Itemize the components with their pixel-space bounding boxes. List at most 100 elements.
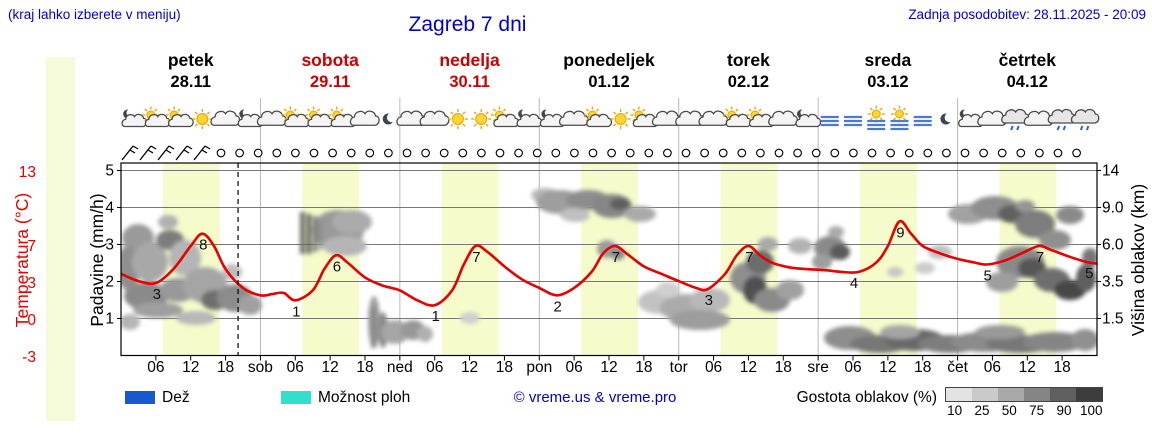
density-swatch — [946, 388, 972, 401]
cloud-density-ticks: 10 25 50 75 90 100 — [941, 403, 1105, 418]
x-tick-label: 06 — [147, 359, 164, 376]
cloud-density-label: Gostota oblakov (%) — [796, 389, 937, 406]
x-tick-label: ned — [387, 359, 413, 376]
moon-cloud-icon — [121, 108, 148, 128]
calm-wind-icon — [384, 148, 393, 158]
x-tick-label: pon — [526, 359, 552, 376]
calm-wind-icon — [756, 148, 765, 158]
sun-cloud-icon — [142, 106, 171, 128]
daylight-band — [859, 163, 917, 356]
density-swatch — [998, 388, 1024, 401]
sun-fog-icon — [867, 105, 886, 131]
calm-wind-icon — [439, 148, 449, 158]
calm-wind-icon — [625, 148, 635, 158]
calm-wind-icon — [328, 148, 337, 158]
x-tick-label: 06 — [984, 359, 1001, 376]
wind-barb-icon — [121, 145, 139, 161]
x-tick-label: 12 — [461, 359, 478, 376]
day-date-label: 29.11 — [310, 73, 350, 91]
temperature-value-label: 9 — [896, 224, 904, 241]
x-tick-label: 06 — [844, 359, 861, 376]
calm-wind-icon — [1072, 148, 1081, 158]
x-tick-label: 12 — [740, 359, 757, 376]
temp-tick-label: 7 — [27, 238, 36, 255]
cloud-icon — [349, 110, 380, 126]
density-tick-label: 100 — [1080, 403, 1103, 418]
x-tick-label: 12 — [322, 359, 339, 376]
x-tick-label: 18 — [1054, 359, 1071, 376]
calm-wind-icon — [477, 148, 486, 158]
showers-legend-swatch — [281, 391, 311, 404]
day-name-label: nedelja — [439, 50, 500, 70]
sun-icon — [610, 109, 631, 129]
wind-barb-icon — [139, 145, 157, 161]
page-title: Zagreb 7 dni — [408, 13, 527, 36]
density-swatch — [1050, 388, 1076, 401]
calm-wind-icon — [923, 148, 933, 158]
temp-tick-label: 13 — [19, 164, 36, 181]
precip-tick-label: 1 — [105, 311, 114, 328]
showers-legend-label: Možnost ploh — [318, 389, 411, 406]
cloud-icon — [256, 110, 287, 126]
day-date-label: 28.11 — [171, 73, 211, 91]
temperature-value-label: 1 — [432, 308, 440, 325]
calm-wind-icon — [588, 148, 598, 158]
cloud-icon — [558, 110, 589, 126]
fog-icon — [913, 115, 932, 127]
x-tick-label: 18 — [217, 359, 234, 376]
calm-wind-icon — [867, 148, 877, 158]
sun-cloud-icon — [723, 106, 752, 128]
temperature-value-label: 8 — [199, 237, 207, 254]
calm-wind-icon — [997, 148, 1007, 158]
calm-wind-icon — [291, 148, 300, 158]
temp-tick-label: 3 — [27, 275, 36, 292]
calm-wind-icon — [718, 148, 728, 158]
x-tick-label: sre — [807, 359, 829, 376]
density-swatch — [1024, 388, 1050, 401]
calm-wind-icon — [886, 148, 895, 158]
x-tick-label: 18 — [775, 359, 792, 376]
calm-wind-icon — [663, 148, 672, 158]
moon-icon — [940, 112, 955, 125]
x-tick-label: tor — [670, 359, 688, 376]
density-swatch — [1076, 388, 1102, 401]
calm-wind-icon — [570, 148, 579, 158]
calm-wind-icon — [737, 148, 747, 158]
x-tick-label: čet — [947, 359, 968, 376]
temp-tick-label: 0 — [27, 312, 36, 329]
calm-wind-icon — [253, 148, 263, 158]
cloud-height-tick-label: 6.0 — [1102, 237, 1124, 254]
temperature-value-label: 7 — [745, 249, 753, 266]
rain-legend-label: Dež — [162, 389, 190, 406]
calm-wind-icon — [681, 148, 691, 158]
calm-wind-icon — [402, 148, 412, 158]
calm-wind-icon — [793, 148, 802, 158]
calm-wind-icon — [309, 148, 319, 158]
calm-wind-icon — [458, 148, 468, 158]
cloud-density-scale — [945, 387, 1103, 402]
density-tick-label: 25 — [974, 403, 990, 418]
day-name-label: ponedeljek — [563, 50, 655, 70]
calm-wind-icon — [421, 148, 430, 158]
x-tick-label: sob — [248, 359, 273, 376]
cloud-height-tick-label: 1.5 — [1102, 311, 1124, 328]
x-tick-label: 18 — [635, 359, 652, 376]
cloud-icon — [210, 110, 241, 126]
rain-cloud-icon — [1070, 108, 1100, 131]
moon-cloud-icon — [539, 108, 566, 128]
x-tick-label: 06 — [705, 359, 722, 376]
left-accent-strip — [46, 57, 75, 421]
calm-wind-icon — [495, 148, 505, 158]
calm-wind-icon — [960, 148, 970, 158]
fog-icon — [844, 115, 862, 127]
x-tick-label: 12 — [182, 359, 199, 376]
calm-wind-icon — [272, 148, 282, 158]
precip-tick-label: 5 — [105, 163, 114, 180]
copyright-link[interactable]: © vreme.us & vreme.pro — [513, 389, 677, 406]
temperature-value-label: 6 — [333, 258, 341, 275]
day-name-label: četrtek — [999, 50, 1057, 70]
day-name-label: sreda — [865, 50, 912, 70]
sun-cloud-icon — [305, 106, 334, 128]
precip-tick-label: 4 — [105, 200, 114, 217]
calm-wind-icon — [1053, 148, 1063, 158]
